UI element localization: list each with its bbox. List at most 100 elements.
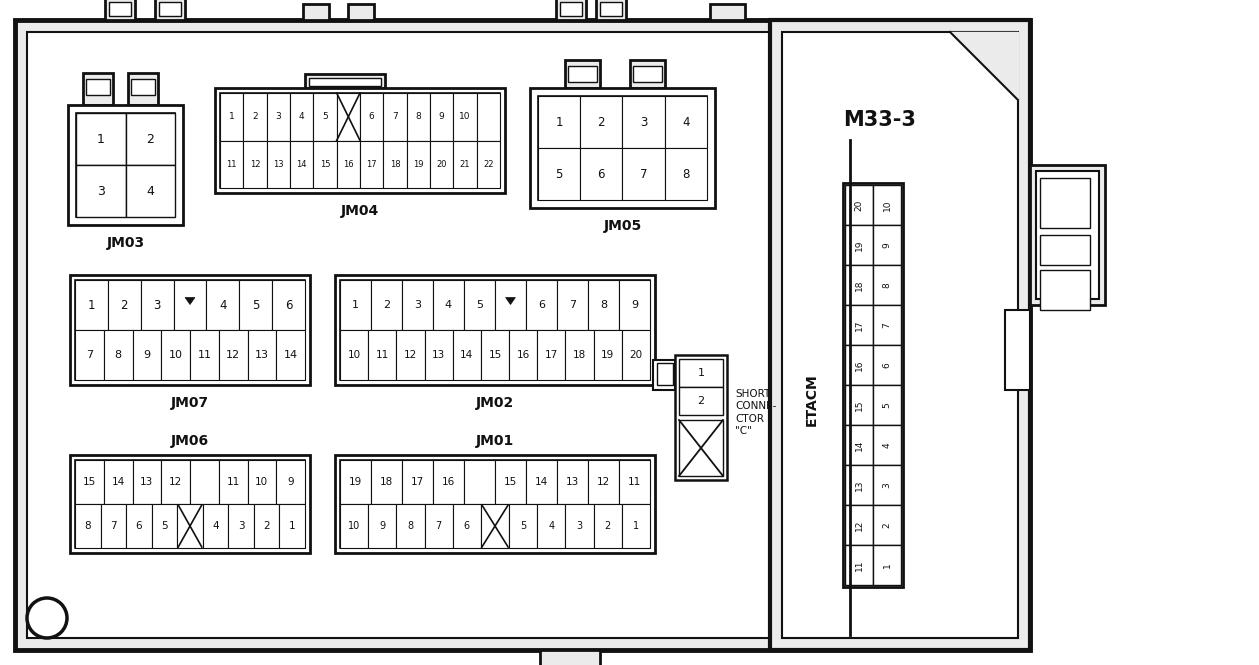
Bar xyxy=(336,93,360,140)
Bar xyxy=(622,148,665,200)
Text: 1: 1 xyxy=(633,521,640,531)
Bar xyxy=(206,280,239,330)
Bar xyxy=(76,280,305,380)
Text: 7: 7 xyxy=(86,350,93,360)
Bar xyxy=(560,2,582,16)
Text: 13: 13 xyxy=(565,477,579,487)
Text: 15: 15 xyxy=(83,477,96,487)
Text: 19: 19 xyxy=(349,477,363,487)
Bar xyxy=(453,504,481,548)
Text: 1: 1 xyxy=(88,299,96,311)
Bar xyxy=(619,460,650,504)
Bar xyxy=(340,460,650,548)
Text: 8: 8 xyxy=(682,168,690,180)
Text: 22: 22 xyxy=(483,160,494,169)
Bar xyxy=(371,460,402,504)
Bar xyxy=(538,330,565,380)
Bar xyxy=(71,275,310,385)
Bar xyxy=(248,330,276,380)
Bar xyxy=(190,330,219,380)
Bar xyxy=(431,93,453,140)
Bar xyxy=(340,280,650,380)
Text: 7: 7 xyxy=(392,112,398,121)
Bar xyxy=(254,504,279,548)
Bar xyxy=(360,140,383,188)
Bar xyxy=(1040,270,1090,310)
Bar xyxy=(622,330,650,380)
Bar xyxy=(872,225,901,265)
Text: 16: 16 xyxy=(342,160,354,169)
Text: 1: 1 xyxy=(288,521,296,531)
Bar xyxy=(336,140,360,188)
Text: 13: 13 xyxy=(140,477,154,487)
Bar xyxy=(161,460,190,504)
Text: 2: 2 xyxy=(697,396,705,406)
Text: 5: 5 xyxy=(555,168,563,180)
Text: 13: 13 xyxy=(254,350,269,360)
Bar xyxy=(308,78,381,86)
Text: 16: 16 xyxy=(516,350,530,360)
Bar xyxy=(675,355,726,480)
Bar xyxy=(335,455,655,553)
Text: 11: 11 xyxy=(227,160,237,169)
Bar xyxy=(845,265,872,305)
Bar xyxy=(108,280,141,330)
Bar xyxy=(335,275,655,385)
Bar xyxy=(424,504,453,548)
Text: 9: 9 xyxy=(631,300,638,310)
Bar xyxy=(601,2,622,16)
Bar xyxy=(782,32,1019,638)
Text: 8: 8 xyxy=(84,521,91,531)
Text: 19: 19 xyxy=(413,160,423,169)
Bar xyxy=(844,183,903,587)
Bar xyxy=(126,165,175,217)
Text: 17: 17 xyxy=(545,350,558,360)
Bar xyxy=(383,93,407,140)
Bar xyxy=(538,504,565,548)
Text: 6: 6 xyxy=(369,112,374,121)
Text: 4: 4 xyxy=(219,299,227,311)
Bar xyxy=(76,113,126,165)
Text: 1: 1 xyxy=(883,562,891,568)
Text: 12: 12 xyxy=(404,350,417,360)
Text: 5: 5 xyxy=(520,521,526,531)
Text: 14: 14 xyxy=(855,440,864,451)
Bar xyxy=(1030,165,1105,305)
Text: 20: 20 xyxy=(855,200,864,211)
Text: 18: 18 xyxy=(380,477,393,487)
Bar xyxy=(101,504,126,548)
Bar xyxy=(313,140,336,188)
Bar xyxy=(433,460,465,504)
Text: 11: 11 xyxy=(375,350,389,360)
Text: 9: 9 xyxy=(379,521,385,531)
Bar xyxy=(424,330,453,380)
Bar xyxy=(126,504,151,548)
Text: 6: 6 xyxy=(883,362,891,368)
Bar xyxy=(76,504,101,548)
Bar xyxy=(530,88,715,208)
Text: 6: 6 xyxy=(285,299,292,311)
Text: 10: 10 xyxy=(169,350,183,360)
Bar xyxy=(368,330,397,380)
Bar xyxy=(1036,171,1099,299)
Bar xyxy=(845,465,872,505)
Bar xyxy=(103,330,132,380)
Bar xyxy=(402,460,433,504)
Bar xyxy=(565,330,594,380)
Bar xyxy=(580,96,622,148)
Text: 4: 4 xyxy=(883,442,891,448)
Bar xyxy=(159,2,181,16)
Bar xyxy=(86,79,110,95)
Bar xyxy=(272,280,305,330)
Bar xyxy=(845,385,872,425)
Text: 1: 1 xyxy=(353,300,359,310)
Text: 9: 9 xyxy=(883,242,891,248)
Bar xyxy=(276,330,305,380)
Text: 21: 21 xyxy=(460,160,471,169)
Text: 3: 3 xyxy=(640,116,647,128)
Text: 12: 12 xyxy=(597,477,611,487)
Bar xyxy=(26,32,1019,638)
Bar xyxy=(340,504,368,548)
Bar xyxy=(155,0,185,20)
Text: 3: 3 xyxy=(276,112,281,121)
